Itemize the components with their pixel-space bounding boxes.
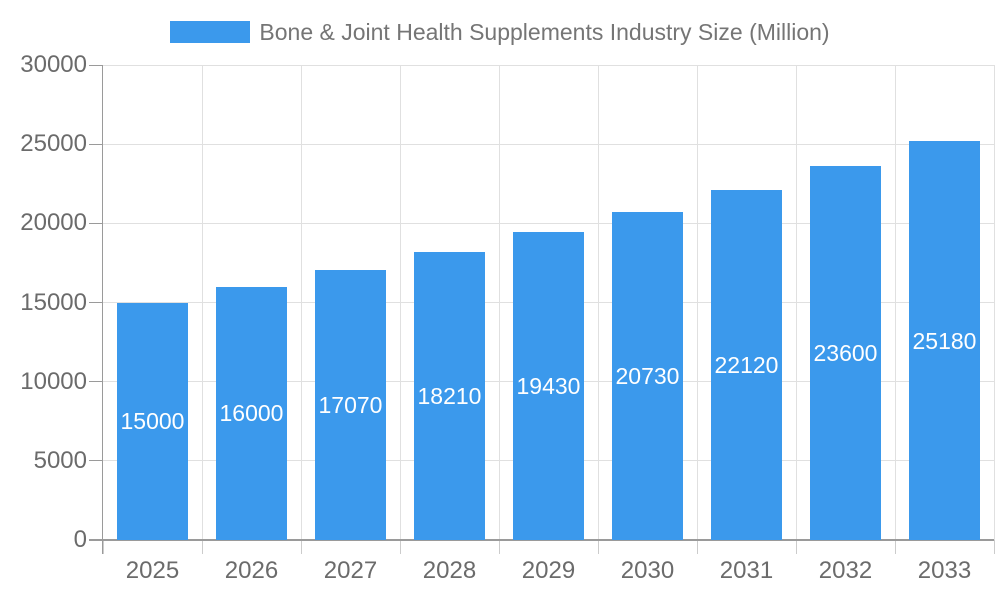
y-axis-tick — [89, 302, 103, 303]
bar-value-label: 25180 — [912, 327, 977, 354]
y-axis-tick-label: 25000 — [20, 130, 87, 158]
y-axis-tick — [89, 460, 103, 462]
gridline-horizontal — [103, 222, 994, 224]
bar-2026[interactable] — [216, 286, 287, 540]
legend-label: Bone & Joint Health Supplements Industry… — [259, 19, 830, 45]
y-axis-tick-label: 10000 — [20, 367, 87, 395]
gridline-vertical — [399, 65, 401, 540]
x-axis-tick-label: 2033 — [917, 557, 972, 584]
x-axis-tick-label: 2028 — [422, 557, 477, 584]
x-axis-tick-label: 2027 — [323, 557, 378, 584]
bar-2027[interactable] — [315, 269, 386, 540]
bar-value-label: 23600 — [813, 340, 878, 367]
x-axis-tick — [795, 540, 797, 554]
bar-2033[interactable] — [909, 141, 980, 540]
x-axis-tick-label: 2026 — [224, 557, 279, 584]
y-axis-tick-label: 0 — [73, 526, 87, 553]
x-axis-tick — [993, 540, 995, 554]
gridline-horizontal — [103, 64, 994, 66]
x-axis-tick-label: 2032 — [818, 557, 873, 584]
x-axis-tick — [201, 540, 203, 554]
x-axis-tick — [597, 540, 599, 554]
bar-2028[interactable] — [414, 251, 485, 540]
y-axis-tick — [89, 143, 103, 145]
x-axis-tick — [399, 540, 401, 554]
y-axis-tick — [89, 64, 103, 66]
y-axis-tick-label: 15000 — [20, 288, 87, 316]
x-axis-tick — [894, 540, 896, 554]
gridline-vertical — [201, 65, 203, 540]
gridline-horizontal — [103, 143, 994, 145]
gridline-vertical — [894, 65, 896, 540]
gridline-vertical — [993, 65, 995, 540]
x-axis-line — [89, 539, 994, 541]
bar-value-label: 22120 — [714, 351, 779, 378]
y-axis-tick — [89, 222, 103, 224]
legend: Bone & Joint Health Supplements Industry… — [0, 20, 1000, 44]
x-axis-tick-label: 2030 — [620, 557, 675, 584]
x-axis-tick — [498, 540, 500, 554]
gridline-vertical — [300, 65, 302, 540]
bar-2029[interactable] — [513, 232, 584, 540]
bar-2032[interactable] — [810, 166, 881, 540]
y-axis-tick-label: 30000 — [20, 51, 87, 78]
bar-value-label: 16000 — [219, 400, 284, 427]
y-axis-tick-label: 5000 — [33, 446, 87, 474]
bar-value-label: 19430 — [516, 373, 581, 400]
bar-2025[interactable] — [117, 302, 188, 540]
x-axis-tick-label: 2029 — [521, 557, 576, 584]
gridline-vertical — [696, 65, 698, 540]
x-axis-tick-label: 2025 — [125, 557, 180, 584]
bar-value-label: 15000 — [120, 408, 185, 435]
bar-2030[interactable] — [612, 211, 683, 540]
bar-value-label: 18210 — [417, 382, 482, 409]
gridline-vertical — [795, 65, 797, 540]
bar-value-label: 20730 — [615, 362, 680, 389]
y-axis-tick — [89, 381, 103, 383]
gridline-vertical — [597, 65, 599, 540]
legend-swatch — [170, 21, 251, 43]
bar-value-label: 17070 — [318, 391, 383, 418]
y-axis-line — [102, 65, 103, 554]
gridline-vertical — [498, 65, 500, 540]
x-axis-tick — [300, 540, 302, 554]
y-axis-tick-label: 20000 — [20, 209, 87, 237]
x-axis-tick — [102, 540, 104, 554]
bar-2031[interactable] — [711, 189, 782, 540]
x-axis-tick-label: 2031 — [719, 557, 774, 584]
x-axis-tick — [696, 540, 698, 554]
